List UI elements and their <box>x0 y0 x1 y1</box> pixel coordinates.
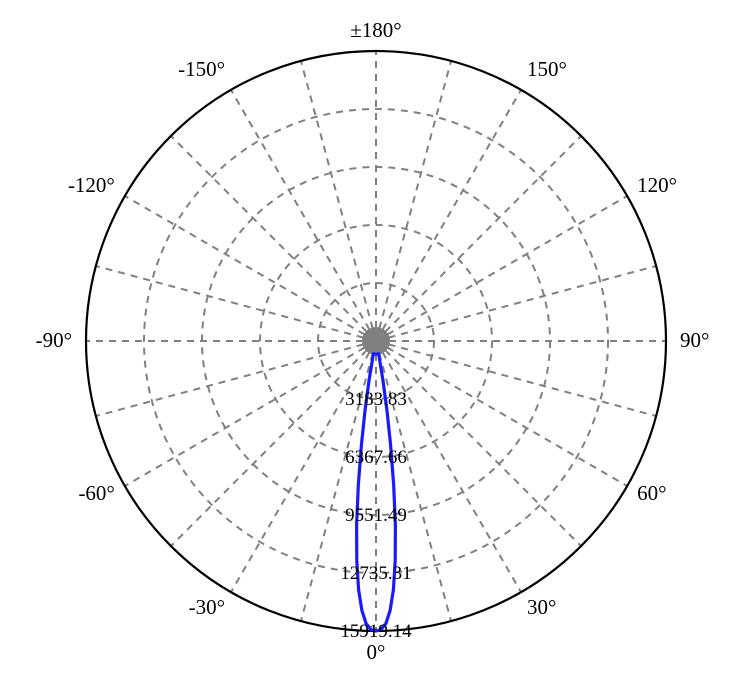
angle-tick-label: -90° <box>36 328 72 352</box>
grid-spoke <box>231 90 376 341</box>
angle-tick-label: 150° <box>527 57 567 81</box>
grid-spoke <box>376 341 627 486</box>
grid-spoke <box>376 61 451 341</box>
angle-tick-label: -60° <box>78 481 114 505</box>
grid-spoke <box>125 341 376 486</box>
radial-tick-label: 3183.83 <box>345 389 407 410</box>
grid-spoke <box>301 61 376 341</box>
angle-tick-label: 60° <box>637 481 666 505</box>
radial-tick-label: 9551.49 <box>345 505 407 526</box>
angle-tick-label: 120° <box>637 173 677 197</box>
angle-tick-label: 30° <box>527 595 556 619</box>
center-dot <box>362 327 390 355</box>
grid-spoke <box>376 136 581 341</box>
grid-spoke <box>376 266 656 341</box>
grid-spoke <box>376 90 521 341</box>
grid-spoke <box>96 341 376 416</box>
angle-tick-label: -150° <box>178 57 225 81</box>
angle-tick-label: -120° <box>68 173 115 197</box>
grid-spoke <box>125 196 376 341</box>
grid-spoke <box>171 136 376 341</box>
radial-tick-label: 12735.31 <box>340 563 411 584</box>
polar-chart: 3183.83 6367.66 9551.49 12735.31 15919.140° 3… <box>0 0 753 682</box>
radial-tick-label: 15919.14 <box>340 621 412 642</box>
angle-tick-label: 0° <box>367 640 386 664</box>
angle-tick-label: ±180° <box>350 18 401 42</box>
grid-spoke <box>376 196 627 341</box>
grid-spoke <box>96 266 376 341</box>
angle-tick-label: 90° <box>680 328 709 352</box>
angle-tick-label: -30° <box>189 595 225 619</box>
grid-spoke <box>376 341 656 416</box>
radial-tick-label: 6367.66 <box>345 447 407 468</box>
